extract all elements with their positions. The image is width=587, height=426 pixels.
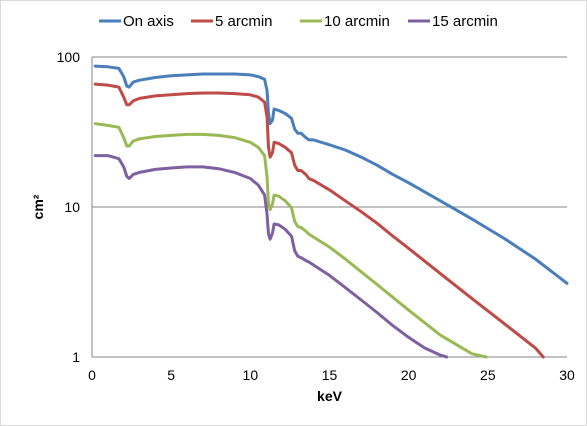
legend: On axis 5 arcmin 10 arcmin 15 arcmin — [99, 13, 498, 30]
legend-item: 10 arcmin — [300, 13, 390, 30]
legend-label: 10 arcmin — [324, 13, 390, 30]
legend-item: 5 arcmin — [191, 13, 273, 30]
x-tick-label: 15 — [322, 367, 338, 383]
series-line-3 — [93, 122, 488, 359]
legend-item: 15 arcmin — [408, 13, 498, 30]
legend-label: On axis — [123, 13, 174, 30]
x-tick-label: 20 — [401, 367, 417, 383]
x-axis-title: keV — [317, 388, 343, 404]
x-tick-label: 30 — [559, 367, 575, 383]
series-layer — [93, 64, 569, 359]
x-tick-label: 0 — [88, 367, 96, 383]
legend-label: 15 arcmin — [432, 13, 498, 30]
legend-label: 5 arcmin — [215, 13, 273, 30]
y-tick-label: 10 — [64, 199, 80, 215]
x-tick-label: 10 — [243, 367, 259, 383]
x-tick-label: 25 — [480, 367, 496, 383]
series-line-2 — [93, 82, 545, 359]
series-line-1 — [93, 64, 569, 285]
legend-item: On axis — [99, 13, 174, 30]
axes: 1 10 100 0 5 10 15 20 25 30 — [57, 49, 575, 383]
x-tick-label: 5 — [167, 367, 175, 383]
series-line-4 — [93, 154, 449, 359]
y-axis-title: cm² — [30, 194, 46, 219]
y-tick-label: 100 — [57, 49, 81, 65]
y-tick-label: 1 — [72, 349, 80, 365]
grid — [92, 56, 567, 208]
